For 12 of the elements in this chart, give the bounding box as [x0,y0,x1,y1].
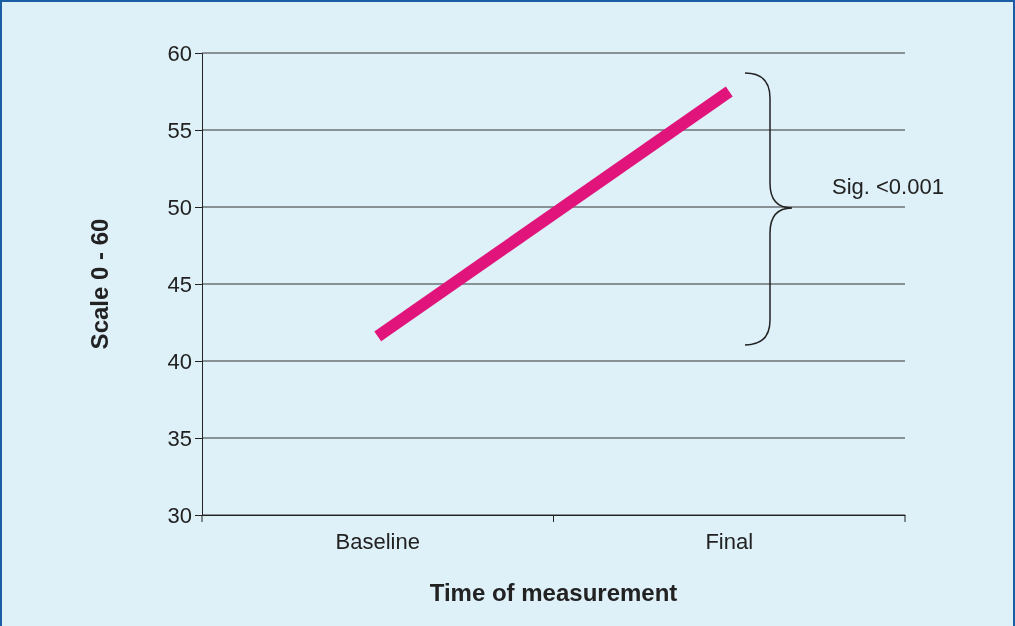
y-tick-label: 50 [167,194,192,220]
y-tick-label: 55 [167,117,192,143]
y-axis-title: Scale 0 - 60 [86,218,113,350]
y-tick-label: 45 [167,271,192,297]
annotation: Sig. <0.001 [832,174,944,199]
x-tick-label: Baseline [335,528,420,554]
y-tick-label: 35 [167,425,192,451]
x-axis-title: Time of measurement [429,579,678,606]
y-tick-label: 40 [167,348,192,374]
y-tick-label: 30 [167,502,192,528]
y-tick-label: 60 [167,40,192,66]
x-tick-label: Final [705,528,754,554]
